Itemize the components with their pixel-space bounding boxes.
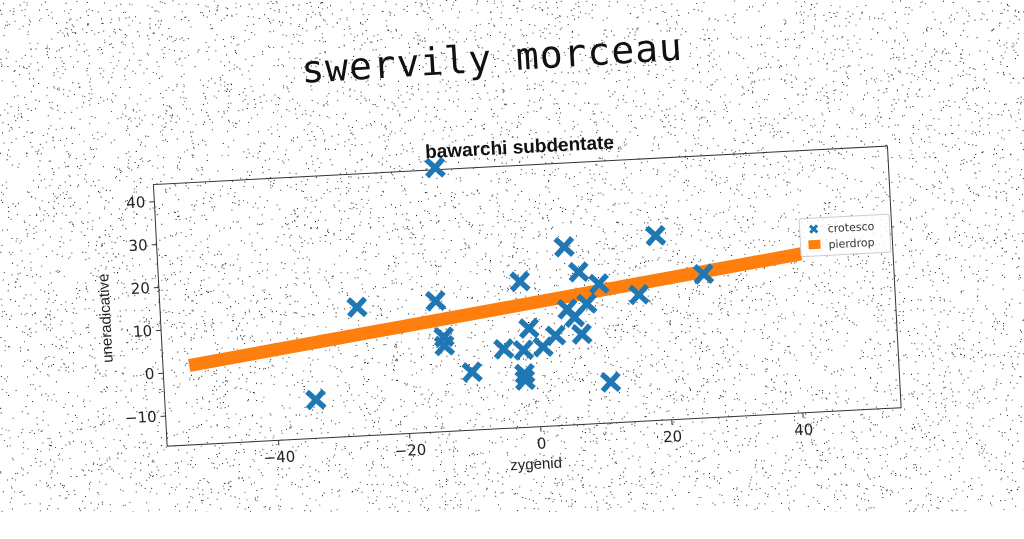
y-tick-label: 10	[133, 322, 153, 341]
x-axis-label: zygenid	[510, 455, 563, 475]
plot-area-frame	[153, 146, 901, 446]
y-axis-label: uneradicative	[95, 273, 117, 363]
data-point-crotesco	[350, 300, 364, 314]
data-point-crotesco	[517, 343, 531, 357]
data-point-crotesco	[604, 375, 618, 389]
y-tick-label: 40	[126, 193, 146, 212]
data-point-crotesco	[309, 393, 323, 407]
data-point-crotesco	[522, 321, 536, 335]
data-point-crotesco	[649, 229, 663, 243]
data-point-crotesco	[429, 294, 443, 308]
data-point-crotesco	[465, 365, 479, 379]
x-tick-label: −20	[394, 441, 427, 461]
legend-marker-pierdrop-icon	[808, 240, 820, 250]
y-tick-label: 0	[144, 365, 154, 383]
data-point-crotesco	[513, 275, 527, 289]
data-point-crotesco	[497, 342, 511, 356]
legend-label-crotesco: crotesco	[827, 220, 875, 235]
series-line-pierdrop	[185, 254, 805, 366]
x-tick-label: −40	[263, 448, 296, 468]
y-tick-label: 20	[130, 279, 150, 298]
data-point-crotesco	[549, 329, 563, 343]
y-tick-label: −10	[125, 408, 158, 428]
legend: crotesco pierdrop	[799, 214, 891, 257]
legend-label-pierdrop: pierdrop	[828, 236, 875, 251]
x-tick-label: 40	[794, 420, 814, 439]
series-layer	[179, 142, 808, 412]
x-tick-label: 20	[663, 427, 683, 446]
data-point-crotesco	[572, 265, 586, 279]
y-tick-label: 30	[128, 236, 148, 255]
data-point-crotesco	[575, 327, 589, 341]
data-point-crotesco	[557, 240, 571, 254]
x-tick-label: 0	[536, 434, 546, 452]
chart-title: bawarchi subdentate	[425, 132, 615, 163]
y-axis-ticks: −10 0 10 20 30 40	[113, 193, 166, 428]
